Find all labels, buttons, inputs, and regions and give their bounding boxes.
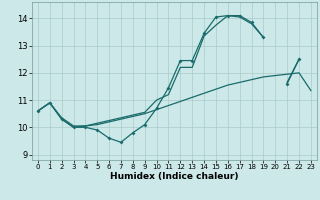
X-axis label: Humidex (Indice chaleur): Humidex (Indice chaleur) [110,172,239,181]
